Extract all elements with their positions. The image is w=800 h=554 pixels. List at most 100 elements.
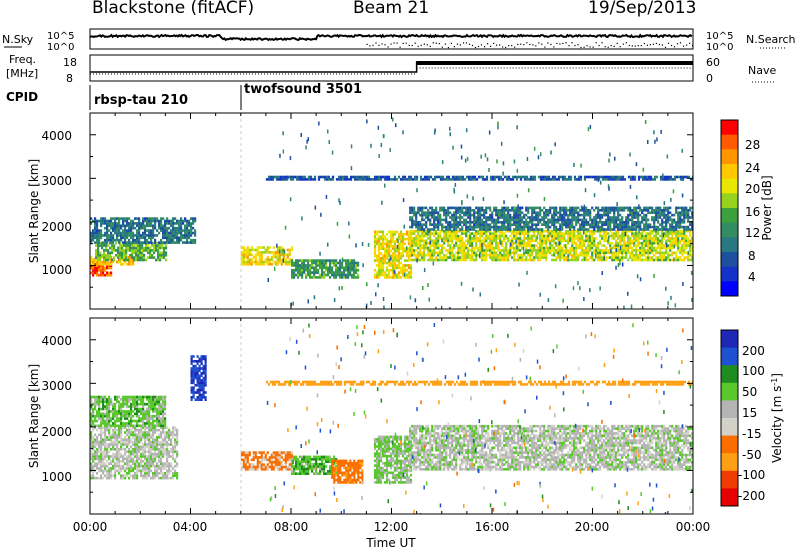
heat-cell [563,234,566,238]
heat-cell [482,197,485,201]
heat-cell [469,216,472,219]
heat-cell [92,231,95,235]
heat-cell [633,239,636,243]
heat-cell [573,256,576,259]
heat-cell [617,206,620,210]
heat-cell [579,244,582,247]
heat-cell [150,222,153,225]
nsearch-dot [390,43,392,45]
heat-cell [569,251,572,255]
heat-cell [655,216,658,219]
heat-cell [341,271,344,274]
heat-cell [337,268,340,272]
heat-cell [663,175,667,179]
heat-cell [569,221,572,224]
heat-cell [118,260,121,264]
heat-cell [683,249,686,252]
heat-cell [92,460,95,463]
heat-cell [645,228,648,231]
nsearch-dot [471,44,474,47]
heat-cell [130,260,133,264]
heat-cell [583,297,585,301]
heat-cell [471,251,474,255]
heat-cell [475,253,478,257]
heat-cell [180,229,183,232]
heat-cell [621,249,624,252]
heat-cell [144,234,147,237]
heat-cell [254,255,257,259]
heat-cell [423,206,426,210]
heat-cell [465,244,468,247]
heat-cell [441,246,444,250]
heat-cell [667,206,670,210]
heat-cell [473,216,476,219]
heat-cell [659,213,662,217]
nave-label: Nave [748,64,776,77]
heat-cell [439,256,442,259]
heat-cell [627,223,630,226]
heat-cell [381,257,385,260]
heat-cell [513,216,516,219]
heat-cell [687,237,690,240]
heat-cell [112,236,115,240]
heat-cell [431,251,434,255]
heat-cell [671,244,674,247]
heat-cell [104,231,107,235]
heat-cell [633,223,636,226]
heat-cell [127,246,130,250]
heat-cell [545,258,548,262]
heat-cell [587,209,590,212]
heat-cell [497,212,500,217]
heat-cell [605,206,608,210]
heat-cell [443,206,446,210]
heat-cell [543,253,546,257]
heat-cell [331,271,334,274]
heat-cell [527,216,530,219]
heat-cell [106,263,109,266]
heat-cell [635,234,638,238]
heat-cell [125,256,128,259]
heat-cell [246,246,249,249]
heat-cell [601,249,604,252]
heat-cell [669,229,672,233]
heat-cell [379,178,383,181]
heat-cell [585,209,588,212]
heat-cell [90,238,93,242]
heat-cell [553,241,556,245]
heat-cell [385,178,389,181]
heat-cell [110,226,113,230]
heat-cell [370,301,372,305]
heat-cell [509,213,512,217]
heat-cell [110,455,113,458]
heat-cell [559,234,562,238]
heat-cell [585,221,588,224]
heat-cell [351,264,354,267]
heat-cell [375,230,379,234]
heat-cell [466,156,469,161]
heat-cell [523,223,526,226]
heat-cell [178,219,181,223]
heat-cell [537,175,541,179]
heat-cell [659,175,663,179]
heat-cell [683,218,686,222]
heat-cell [399,247,403,250]
heat-cell [250,253,253,257]
heat-cell [266,246,269,249]
heat-cell [673,175,677,179]
nsearch-dot [544,46,546,48]
heat-cell [655,232,658,235]
heat-cell [610,248,612,253]
heat-cell [459,258,462,262]
heat-cell [102,472,105,475]
heat-cell [531,211,534,214]
heat-cell [103,251,106,255]
heat-cell [647,237,650,240]
heat-cell [577,216,580,219]
heat-cell [467,216,470,219]
heat-cell [615,239,618,243]
heat-cell [402,198,405,203]
heat-cell [459,213,462,217]
heat-cell [529,244,532,247]
heat-cell [677,249,680,252]
heat-cell [529,176,532,181]
